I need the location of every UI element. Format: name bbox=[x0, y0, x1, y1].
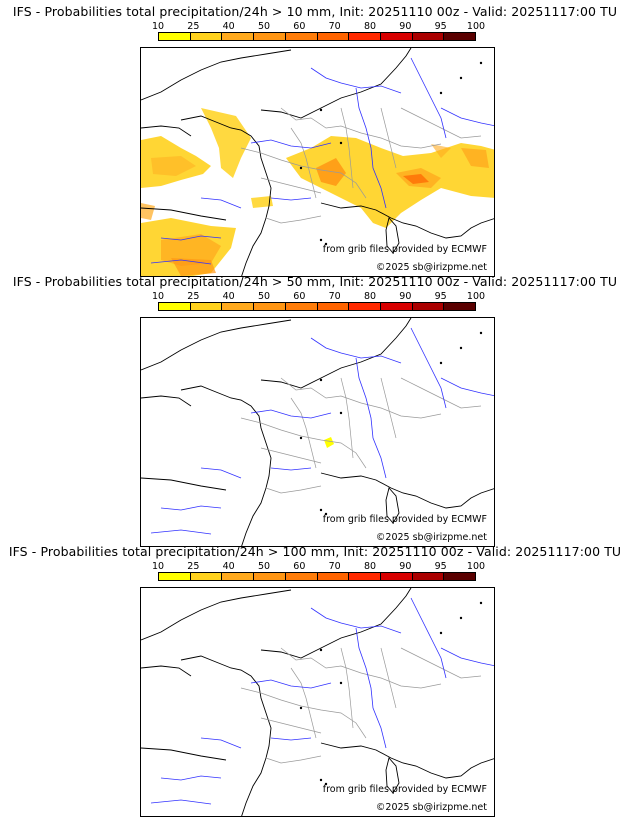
panel-50mm: IFS - Probabilities total precipitation/… bbox=[0, 270, 630, 547]
colorbar-tick-label: 70 bbox=[328, 561, 341, 572]
precip-areas bbox=[141, 108, 494, 276]
country-borders bbox=[240, 107, 482, 224]
colorbar-tick-label: 100 bbox=[466, 291, 486, 302]
precipitation-map: from grib files provided by ECMWF ©2025 … bbox=[140, 317, 495, 547]
cities bbox=[299, 61, 483, 246]
credit-source: from grib files provided by ECMWF bbox=[322, 244, 487, 255]
colorbar-swatch bbox=[412, 573, 445, 580]
colorbar-tick-label: 100 bbox=[466, 561, 486, 572]
colorbar-tick-label: 40 bbox=[222, 21, 235, 32]
colorbar-swatch bbox=[190, 573, 223, 580]
colorbar-swatch bbox=[254, 33, 286, 40]
precipitation-map: from grib files provided by ECMWF ©2025 … bbox=[140, 47, 495, 277]
colorbar-swatch bbox=[222, 573, 255, 580]
coastlines bbox=[141, 318, 494, 546]
colorbar-swatch bbox=[317, 33, 350, 40]
colorbar-tick-label: 40 bbox=[222, 561, 235, 572]
colorbar-tick-label: 95 bbox=[434, 561, 447, 572]
credit-source: from grib files provided by ECMWF bbox=[322, 784, 487, 795]
colorbar-tick-label: 50 bbox=[257, 291, 271, 302]
colorbar-swatch bbox=[349, 573, 381, 580]
credit-copyright: ©2025 sb@irizpme.net bbox=[375, 802, 487, 813]
credit-copyright: ©2025 sb@irizpme.net bbox=[375, 532, 487, 543]
cities bbox=[299, 331, 483, 516]
cities bbox=[299, 601, 483, 786]
colorbar-swatch bbox=[159, 573, 191, 580]
map-canvas bbox=[141, 48, 494, 276]
panel-title: IFS - Probabilities total precipitation/… bbox=[12, 274, 618, 289]
colorbar-tick-label: 90 bbox=[399, 291, 412, 302]
country-borders bbox=[240, 647, 482, 764]
colorbar-labels: 10 25 40 50 60 70 80 90 95 100 bbox=[152, 291, 485, 303]
colorbar-swatch bbox=[444, 303, 476, 310]
colorbar-tick-label: 10 bbox=[151, 561, 165, 572]
colorbar-labels: 10 25 40 50 60 70 80 90 95 100 bbox=[152, 21, 485, 33]
colorbar-tick-label: 80 bbox=[363, 561, 377, 572]
colorbar-swatch bbox=[159, 303, 191, 310]
colorbar-swatch bbox=[380, 303, 413, 310]
colorbar-swatch bbox=[412, 33, 445, 40]
panel-title: IFS - Probabilities total precipitation/… bbox=[8, 544, 622, 559]
panel-100mm: IFS - Probabilities total precipitation/… bbox=[0, 540, 630, 817]
colorbar-tick-label: 90 bbox=[399, 561, 412, 572]
colorbar-swatch bbox=[285, 303, 318, 310]
colorbar-swatch bbox=[254, 303, 286, 310]
colorbar-swatch bbox=[285, 573, 318, 580]
rivers bbox=[150, 327, 494, 535]
panel-title: IFS - Probabilities total precipitation/… bbox=[12, 4, 618, 19]
colorbar-tick-label: 70 bbox=[328, 291, 341, 302]
rivers bbox=[150, 57, 494, 265]
colorbar-tick-label: 50 bbox=[257, 21, 271, 32]
map-canvas bbox=[141, 588, 494, 816]
colorbar-tick-label: 80 bbox=[363, 291, 377, 302]
colorbar-tick-label: 95 bbox=[434, 291, 447, 302]
colorbar-swatch bbox=[380, 33, 413, 40]
credit-copyright: ©2025 sb@irizpme.net bbox=[375, 262, 487, 273]
probability-colorbar bbox=[158, 572, 476, 581]
colorbar-swatch bbox=[349, 33, 381, 40]
colorbar-swatch bbox=[190, 303, 223, 310]
colorbar-swatch bbox=[380, 573, 413, 580]
colorbar-swatch bbox=[190, 33, 223, 40]
colorbar-tick-label: 100 bbox=[466, 21, 486, 32]
country-borders bbox=[240, 377, 482, 494]
colorbar-swatch bbox=[317, 573, 350, 580]
colorbar-swatch bbox=[159, 33, 191, 40]
colorbar-tick-label: 60 bbox=[293, 21, 306, 32]
colorbar-swatch bbox=[444, 33, 476, 40]
colorbar-tick-label: 40 bbox=[222, 291, 235, 302]
panel-10mm: IFS - Probabilities total precipitation/… bbox=[0, 0, 630, 277]
colorbar-tick-label: 80 bbox=[363, 21, 377, 32]
colorbar-swatch bbox=[412, 303, 445, 310]
colorbar-tick-label: 70 bbox=[328, 21, 341, 32]
rivers bbox=[150, 597, 494, 805]
colorbar-tick-label: 25 bbox=[187, 21, 200, 32]
coastlines bbox=[141, 48, 494, 276]
colorbar-tick-label: 95 bbox=[434, 21, 447, 32]
precipitation-map: from grib files provided by ECMWF ©2025 … bbox=[140, 587, 495, 817]
colorbar-tick-label: 10 bbox=[151, 291, 165, 302]
colorbar-tick-label: 60 bbox=[293, 561, 306, 572]
colorbar-swatch bbox=[254, 573, 286, 580]
credit-source: from grib files provided by ECMWF bbox=[322, 514, 487, 525]
colorbar-tick-label: 60 bbox=[293, 291, 306, 302]
colorbar-tick-label: 25 bbox=[187, 291, 200, 302]
colorbar-tick-label: 50 bbox=[257, 561, 271, 572]
colorbar-swatch bbox=[285, 33, 318, 40]
probability-colorbar bbox=[158, 32, 476, 41]
colorbar-tick-label: 10 bbox=[151, 21, 165, 32]
colorbar-swatch bbox=[222, 33, 255, 40]
colorbar-labels: 10 25 40 50 60 70 80 90 95 100 bbox=[152, 561, 485, 573]
colorbar-swatch bbox=[349, 303, 381, 310]
map-canvas bbox=[141, 318, 494, 546]
precip-areas bbox=[324, 437, 334, 448]
probability-colorbar bbox=[158, 302, 476, 311]
colorbar-tick-label: 90 bbox=[399, 21, 412, 32]
colorbar-tick-label: 25 bbox=[187, 561, 200, 572]
colorbar-swatch bbox=[222, 303, 255, 310]
colorbar-swatch bbox=[444, 573, 476, 580]
coastlines bbox=[141, 588, 494, 816]
colorbar-swatch bbox=[317, 303, 350, 310]
